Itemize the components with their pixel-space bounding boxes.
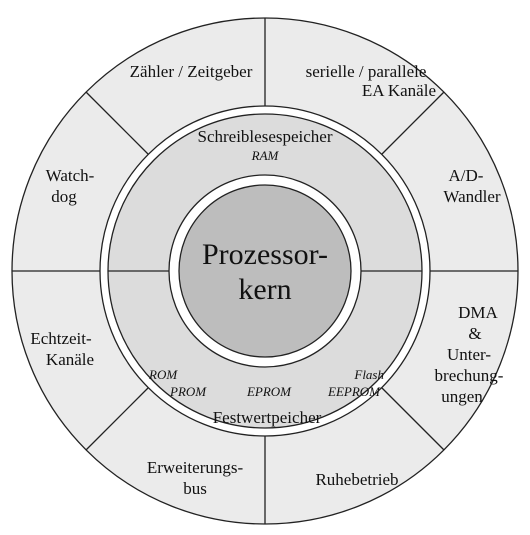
divider-top-left: [85, 91, 149, 155]
label-watchdog-line2: dog: [51, 187, 77, 206]
label-dma-line4: brechung-: [435, 366, 504, 385]
rom-type-flash: Flash: [353, 367, 384, 382]
label-adc-line1: A/D-: [449, 166, 484, 185]
rom-title: Festwertpeicher: [213, 408, 322, 427]
divider-bottom-right: [381, 387, 445, 451]
label-expansion-bus-line2: bus: [183, 479, 207, 498]
divider-top-right: [381, 91, 445, 155]
label-realtime-line1: Echtzeit-: [30, 329, 92, 348]
rom-type-prom: PROM: [169, 384, 207, 399]
label-realtime-line2: Kanäle: [46, 350, 94, 369]
label-dma-line5: ungen: [441, 387, 483, 406]
label-dma-line2: &: [468, 324, 481, 343]
ram-subtitle: RAM: [251, 148, 280, 163]
rom-type-eeprom: EEPROM: [327, 384, 381, 399]
ram-title: Schreiblesespeicher: [198, 127, 333, 146]
core-label-line2: kern: [238, 273, 291, 306]
divider-bottom-left: [85, 387, 149, 451]
processor-core: [178, 184, 352, 358]
label-expansion-bus-line1: Erweiterungs-: [147, 458, 244, 477]
label-serial-parallel-line1: serielle / parallele: [306, 62, 427, 81]
label-watchdog-line1: Watch-: [46, 166, 95, 185]
core-label-line1: Prozessor-: [202, 238, 328, 271]
label-adc-line2: Wandler: [443, 187, 500, 206]
rom-type-eprom: EPROM: [246, 384, 292, 399]
rom-type-rom: ROM: [148, 367, 178, 382]
label-dma-line3: Unter-: [447, 345, 491, 364]
label-sleep-mode: Ruhebetrieb: [315, 470, 398, 489]
label-dma-line1: DMA: [458, 303, 498, 322]
label-serial-parallel-line2: EA Kanäle: [362, 81, 436, 100]
label-counter-timer: Zähler / Zeitgeber: [130, 62, 253, 81]
peripheral-dividers: [12, 18, 518, 524]
